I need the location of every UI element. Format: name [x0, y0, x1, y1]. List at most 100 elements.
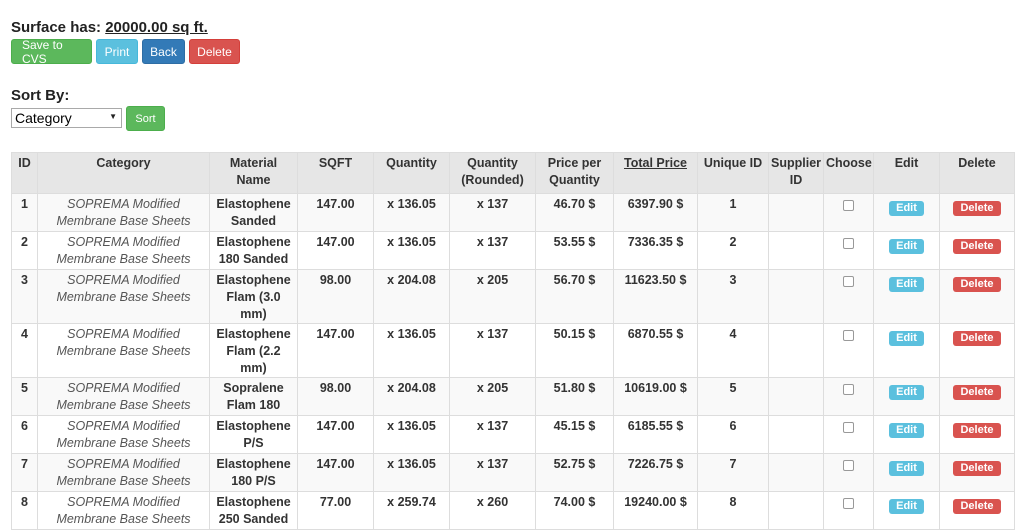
cell-choose [823, 323, 874, 378]
table-row: 7 SOPREMA Modified Membrane Base Sheets El… [11, 453, 1015, 492]
col-header-qty-rounded[interactable]: Quantity (Rounded) [449, 152, 536, 194]
col-header-total[interactable]: Total Price [613, 152, 698, 194]
cell-sqft: 147.00 [297, 193, 374, 232]
save-to-csv-button[interactable]: Save to CVS [11, 38, 92, 66]
cell-total-price: 7336.35 $ [613, 231, 698, 270]
print-button[interactable]: Print [96, 39, 138, 64]
delete-all-button[interactable]: Delete [189, 39, 240, 64]
cell-quantity: x 136.05 [373, 231, 450, 270]
cell-edit: Edit [873, 269, 940, 324]
col-header-category[interactable]: Category [37, 152, 210, 194]
cell-quantity: x 136.05 [373, 453, 450, 492]
cell-choose [823, 491, 874, 530]
row-delete-button[interactable]: Delete [953, 499, 1001, 514]
choose-checkbox[interactable] [843, 238, 854, 249]
col-header-unique-id[interactable]: Unique ID [697, 152, 769, 194]
cell-quantity-rounded: x 137 [449, 193, 536, 232]
cell-material-name: Elastophene Flam (2.2 mm) [209, 323, 298, 378]
row-edit-button[interactable]: Edit [889, 277, 924, 292]
cell-category: SOPREMA Modified Membrane Base Sheets [37, 231, 210, 270]
choose-checkbox[interactable] [843, 422, 854, 433]
cell-unique-id: 6 [697, 415, 769, 454]
cell-choose [823, 231, 874, 270]
col-header-id[interactable]: ID [11, 152, 38, 194]
cell-choose [823, 415, 874, 454]
cell-total-price: 6397.90 $ [613, 193, 698, 232]
sort-button[interactable]: Sort [126, 106, 165, 131]
cell-supplier-id [768, 415, 824, 454]
choose-checkbox[interactable] [843, 498, 854, 509]
cell-id: 7 [11, 453, 38, 492]
cell-category: SOPREMA Modified Membrane Base Sheets [37, 491, 210, 530]
col-header-price-per[interactable]: Price per Quantity [535, 152, 614, 194]
cell-unique-id: 8 [697, 491, 769, 530]
col-header-choose: Choose [823, 152, 874, 194]
row-edit-button[interactable]: Edit [889, 461, 924, 476]
col-header-material[interactable]: Material Name [209, 152, 298, 194]
row-delete-button[interactable]: Delete [953, 461, 1001, 476]
cell-id: 1 [11, 193, 38, 232]
cell-sqft: 147.00 [297, 231, 374, 270]
row-edit-button[interactable]: Edit [889, 385, 924, 400]
cell-total-price: 11623.50 $ [613, 269, 698, 324]
col-header-delete: Delete [939, 152, 1015, 194]
row-delete-button[interactable]: Delete [953, 201, 1001, 216]
cell-price-per-quantity: 53.55 $ [535, 231, 614, 270]
col-header-supplier-id[interactable]: Supplier ID [768, 152, 824, 194]
cell-unique-id: 5 [697, 377, 769, 416]
cell-edit: Edit [873, 193, 940, 232]
cell-delete: Delete [939, 377, 1015, 416]
choose-checkbox[interactable] [843, 330, 854, 341]
sort-by-label: Sort By: [11, 87, 70, 104]
row-delete-button[interactable]: Delete [953, 385, 1001, 400]
cell-material-name: Elastophene 250 Sanded [209, 491, 298, 530]
cell-quantity-rounded: x 137 [449, 453, 536, 492]
table-header-row: ID Category Material Name SQFT Quantity … [11, 152, 1015, 194]
cell-quantity: x 259.74 [373, 491, 450, 530]
row-edit-button[interactable]: Edit [889, 499, 924, 514]
cell-sqft: 77.00 [297, 491, 374, 530]
cell-edit: Edit [873, 453, 940, 492]
cell-choose [823, 453, 874, 492]
row-edit-button[interactable]: Edit [889, 201, 924, 216]
table-row: 8 SOPREMA Modified Membrane Base Sheets El… [11, 491, 1015, 530]
surface-label: Surface has: [11, 19, 102, 36]
col-header-sqft[interactable]: SQFT [297, 152, 374, 194]
table-row: 6 SOPREMA Modified Membrane Base Sheets El… [11, 415, 1015, 454]
cell-total-price: 6185.55 $ [613, 415, 698, 454]
cell-edit: Edit [873, 231, 940, 270]
cell-supplier-id [768, 193, 824, 232]
cell-price-per-quantity: 50.15 $ [535, 323, 614, 378]
cell-choose [823, 377, 874, 416]
cell-id: 6 [11, 415, 38, 454]
cell-unique-id: 1 [697, 193, 769, 232]
choose-checkbox[interactable] [843, 384, 854, 395]
choose-checkbox[interactable] [843, 276, 854, 287]
back-button[interactable]: Back [142, 39, 185, 64]
choose-checkbox[interactable] [843, 200, 854, 211]
cell-sqft: 147.00 [297, 453, 374, 492]
cell-price-per-quantity: 45.15 $ [535, 415, 614, 454]
row-edit-button[interactable]: Edit [889, 239, 924, 254]
cell-quantity-rounded: x 205 [449, 377, 536, 416]
cell-supplier-id [768, 269, 824, 324]
row-delete-button[interactable]: Delete [953, 331, 1001, 346]
cell-delete: Delete [939, 231, 1015, 270]
choose-checkbox[interactable] [843, 460, 854, 471]
row-delete-button[interactable]: Delete [953, 239, 1001, 254]
cell-category: SOPREMA Modified Membrane Base Sheets [37, 269, 210, 324]
row-delete-button[interactable]: Delete [953, 277, 1001, 292]
col-header-quantity[interactable]: Quantity [373, 152, 450, 194]
cell-delete: Delete [939, 491, 1015, 530]
cell-price-per-quantity: 51.80 $ [535, 377, 614, 416]
cell-choose [823, 193, 874, 232]
cell-supplier-id [768, 453, 824, 492]
action-toolbar: Save to CVS Print Back Delete [11, 38, 240, 66]
sort-select[interactable]: Category ▼ [11, 108, 122, 128]
row-delete-button[interactable]: Delete [953, 423, 1001, 438]
row-edit-button[interactable]: Edit [889, 331, 924, 346]
row-edit-button[interactable]: Edit [889, 423, 924, 438]
cell-id: 8 [11, 491, 38, 530]
cell-quantity: x 136.05 [373, 193, 450, 232]
cell-total-price: 7226.75 $ [613, 453, 698, 492]
